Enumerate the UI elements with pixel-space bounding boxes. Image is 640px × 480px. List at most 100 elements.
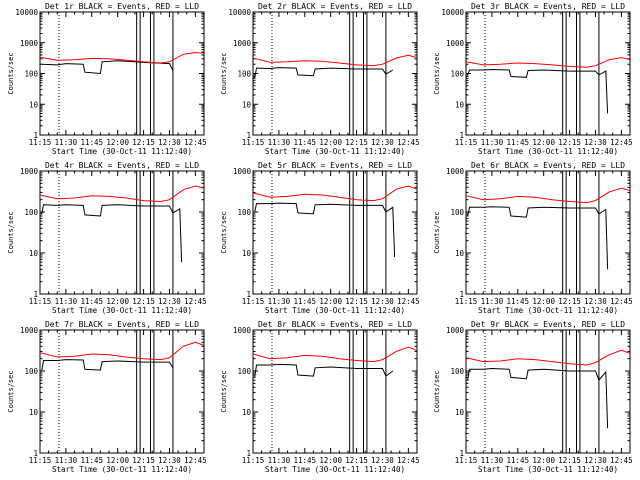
x-tick-label: 11:30	[481, 456, 504, 465]
series-events-line	[254, 363, 394, 378]
x-tick-label: 12:00	[106, 297, 129, 306]
y-tick-label: 1	[33, 449, 38, 458]
x-tick-label: 12:15	[345, 297, 368, 306]
y-tick-label: 100	[450, 70, 464, 79]
panel-det-4: Det 4r BLACK = Events, RED = LLD 1 10 100 10…	[7, 161, 207, 315]
y-tick-label: 10	[242, 408, 252, 417]
x-tick-label: 12:45	[397, 138, 420, 147]
series-lld-line	[252, 185, 418, 202]
plot-frame	[39, 11, 205, 136]
plot-frame	[252, 170, 418, 295]
plot-frame	[252, 11, 418, 136]
x-tick-label: 12:30	[371, 138, 394, 147]
x-tick-label: 12:15	[558, 138, 581, 147]
x-tick-label: 11:15	[455, 297, 478, 306]
x-axis-label: Start Time (30-Oct-11 11:12:40)	[52, 465, 192, 474]
y-tick-label: 100	[237, 70, 251, 79]
x-tick-label: 12:00	[532, 456, 555, 465]
y-tick-label: 10000	[441, 8, 464, 17]
x-tick-label: 12:00	[532, 138, 555, 147]
panel-det-5: Det 5r BLACK = Events, RED = LLD 1 10 100 10…	[220, 161, 420, 315]
panel-title: Det 2r BLACK = Events, RED = LLD	[258, 2, 412, 11]
x-axis-label: Start Time (30-Oct-11 11:12:40)	[478, 465, 618, 474]
x-tick-label: 11:30	[481, 138, 504, 147]
panel-det-1: Det 1r BLACK = Events, RED = LLD 1 10 100 10…	[7, 2, 207, 156]
series-lld-line	[252, 54, 418, 67]
x-tick-label: 11:30	[481, 297, 504, 306]
y-tick-label: 1000	[446, 326, 465, 335]
x-tick-label: 12:00	[532, 297, 555, 306]
x-tick-label: 12:15	[132, 138, 155, 147]
x-tick-label: 12:30	[371, 297, 394, 306]
y-tick-label: 1	[459, 449, 464, 458]
y-tick-label: 1	[459, 290, 464, 299]
x-tick-label: 11:45	[507, 138, 530, 147]
x-tick-label: 11:30	[268, 297, 291, 306]
y-tick-label: 10000	[15, 8, 38, 17]
x-tick-label: 12:30	[584, 297, 607, 306]
x-axis-label: Start Time (30-Oct-11 11:12:40)	[478, 306, 618, 315]
panel-det-9: Det 9r BLACK = Events, RED = LLD 1 10 100 10…	[433, 320, 633, 474]
y-tick-label: 10	[455, 100, 465, 109]
x-tick-label: 12:30	[158, 297, 181, 306]
y-tick-label: 1000	[233, 326, 252, 335]
panel-title: Det 3r BLACK = Events, RED = LLD	[471, 2, 625, 11]
x-tick-label: 12:30	[158, 138, 181, 147]
x-tick-label: 11:30	[55, 297, 78, 306]
x-tick-label: 12:45	[610, 138, 633, 147]
panel-det-6: Det 6r BLACK = Events, RED = LLD 1 10 100 10…	[433, 161, 633, 315]
y-tick-label: 1	[33, 131, 38, 140]
x-tick-label: 12:45	[610, 456, 633, 465]
y-axis-label: Counts/sec	[220, 370, 228, 412]
x-tick-label: 11:15	[242, 138, 265, 147]
x-axis-label: Start Time (30-Oct-11 11:12:40)	[52, 147, 192, 156]
y-tick-label: 100	[24, 367, 38, 376]
y-tick-label: 1	[246, 449, 251, 458]
panel-title: Det 5r BLACK = Events, RED = LLD	[258, 161, 412, 170]
panel-title: Det 7r BLACK = Events, RED = LLD	[45, 320, 199, 329]
y-tick-label: 10	[29, 249, 39, 258]
y-tick-label: 1000	[20, 167, 39, 176]
x-tick-label: 11:45	[294, 138, 317, 147]
x-tick-label: 12:00	[319, 297, 342, 306]
y-tick-label: 1000	[233, 167, 252, 176]
y-tick-label: 10	[455, 408, 465, 417]
x-tick-label: 11:30	[55, 456, 78, 465]
x-tick-label: 12:30	[584, 456, 607, 465]
panel-title: Det 1r BLACK = Events, RED = LLD	[45, 2, 199, 11]
plot-frame	[465, 329, 631, 454]
plot-frame	[39, 170, 205, 295]
x-tick-label: 12:15	[132, 456, 155, 465]
series-events-line	[467, 68, 609, 114]
x-tick-label: 11:15	[455, 456, 478, 465]
x-tick-label: 12:00	[319, 456, 342, 465]
x-tick-label: 11:15	[29, 297, 52, 306]
panel-det-7: Det 7r BLACK = Events, RED = LLD 1 10 100 10…	[7, 320, 207, 474]
series-events-line	[254, 202, 396, 258]
x-tick-label: 11:45	[507, 456, 530, 465]
y-tick-label: 1000	[233, 39, 252, 48]
plot-frame	[465, 170, 631, 295]
series-lld-line	[252, 346, 418, 363]
y-tick-label: 100	[24, 208, 38, 217]
x-tick-label: 11:30	[268, 138, 291, 147]
panel-det-2: Det 2r BLACK = Events, RED = LLD 1 10 100 10…	[220, 2, 420, 156]
panel-title: Det 6r BLACK = Events, RED = LLD	[471, 161, 625, 170]
y-tick-label: 1	[246, 131, 251, 140]
x-tick-label: 12:30	[158, 456, 181, 465]
y-tick-label: 100	[450, 367, 464, 376]
series-lld-line	[465, 349, 631, 366]
x-tick-label: 11:15	[29, 138, 52, 147]
panel-title: Det 9r BLACK = Events, RED = LLD	[471, 320, 625, 329]
y-axis-label: Counts/sec	[7, 211, 15, 253]
x-axis-label: Start Time (30-Oct-11 11:12:40)	[265, 147, 405, 156]
panel-det-3: Det 3r BLACK = Events, RED = LLD 1 10 100 10…	[433, 2, 633, 156]
y-axis-label: Counts/sec	[220, 211, 228, 253]
x-tick-label: 12:15	[558, 456, 581, 465]
x-tick-label: 12:45	[610, 297, 633, 306]
panel-det-8: Det 8r BLACK = Events, RED = LLD 1 10 100 10…	[220, 320, 420, 474]
y-tick-label: 1000	[20, 39, 39, 48]
x-tick-label: 11:45	[294, 297, 317, 306]
x-tick-label: 12:15	[345, 456, 368, 465]
series-events-line	[41, 204, 183, 263]
